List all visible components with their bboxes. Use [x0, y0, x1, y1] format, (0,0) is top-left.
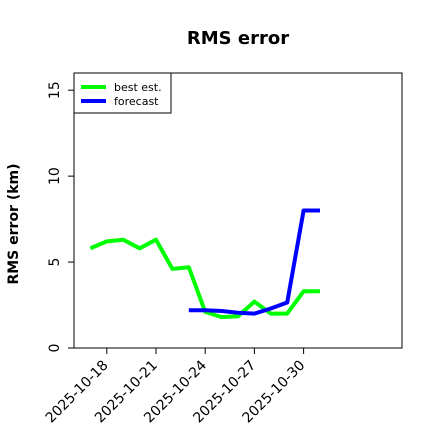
y-tick-label: 10	[47, 167, 63, 185]
y-tick-label: 15	[47, 81, 63, 99]
legend: best est.forecast	[73, 72, 172, 114]
y-axis: 0 5 10 15	[47, 81, 74, 352]
x-axis: 2025-10-182025-10-212025-10-242025-10-27…	[43, 348, 308, 426]
series-line-forecast	[188, 208, 320, 316]
y-axis-label: RMS error (km)	[6, 163, 22, 284]
legend-label: forecast	[114, 95, 159, 108]
chart-title: RMS error	[187, 28, 289, 49]
series-line-best-est	[89, 237, 320, 320]
y-tick-label: 0	[47, 344, 63, 353]
series-group	[89, 208, 320, 320]
y-tick-label: 5	[47, 258, 63, 267]
legend-box	[73, 72, 172, 114]
legend-label: best est.	[114, 81, 162, 94]
plot-area-frame	[73, 72, 403, 349]
